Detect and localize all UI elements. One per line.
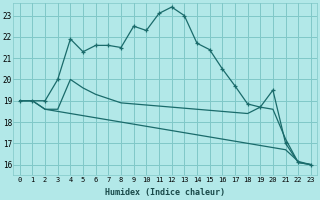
X-axis label: Humidex (Indice chaleur): Humidex (Indice chaleur) — [105, 188, 225, 197]
